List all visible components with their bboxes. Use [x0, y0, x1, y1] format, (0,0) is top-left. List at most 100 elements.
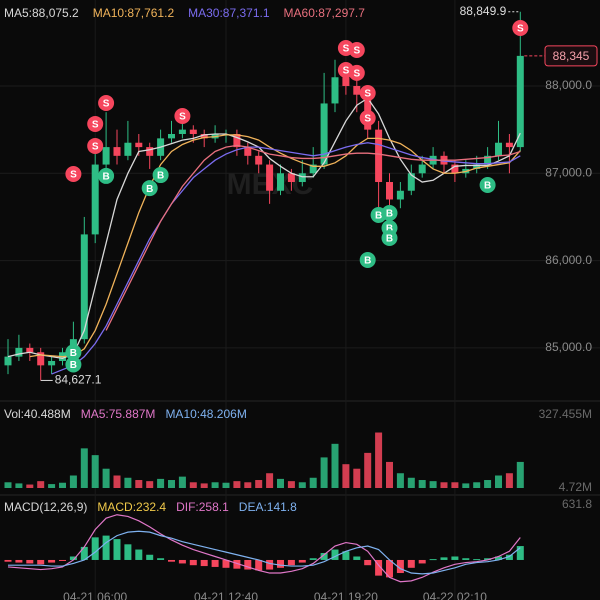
trade-label: S — [92, 142, 99, 153]
macd-bar — [309, 558, 317, 560]
candle-body — [418, 164, 426, 174]
volume-bar — [59, 482, 66, 488]
macd-bar — [255, 559, 263, 571]
x-tick-label: 04-21 06:00 — [63, 590, 127, 600]
macd-bar — [37, 559, 45, 565]
volume-bar — [135, 480, 143, 488]
volume-bar — [396, 473, 404, 488]
candle-body — [451, 164, 459, 174]
macd-bar — [200, 559, 208, 567]
macd-bar — [473, 559, 481, 561]
volume-bar — [451, 482, 459, 488]
macd-bar — [375, 559, 383, 576]
candle-body — [495, 142, 502, 156]
x-tick-label: 04-22 02:10 — [423, 590, 487, 600]
y-tick-label: 86,000.0 — [545, 253, 592, 267]
macd-bar — [26, 559, 34, 564]
macd-bar — [320, 553, 328, 560]
macd-bar — [429, 559, 437, 561]
legend-item: MACD:232.4 — [97, 500, 166, 514]
volume-bar — [287, 481, 295, 488]
volume-bar — [255, 480, 263, 488]
volume-bar — [48, 484, 56, 488]
trade-label: B — [386, 209, 393, 220]
macd-bar — [505, 554, 513, 560]
macd-bar — [189, 559, 197, 566]
low-label: 84,627.1 — [55, 373, 102, 387]
volume-bar — [505, 473, 513, 488]
candle-body — [233, 134, 241, 148]
candle-body — [80, 234, 88, 340]
candle-body — [48, 360, 56, 366]
macd-bar — [440, 557, 448, 560]
macd-bar — [135, 549, 143, 560]
trade-label: S — [70, 170, 77, 181]
candle-body — [178, 129, 186, 135]
candle-body — [407, 173, 415, 191]
trade-label: S — [92, 120, 99, 131]
volume-bar — [353, 468, 361, 488]
macd-bar — [407, 559, 415, 568]
trade-label: S — [364, 89, 371, 100]
macd-bar — [4, 559, 12, 562]
y-tick-label: 87,000.0 — [545, 165, 592, 179]
volume-bar — [364, 452, 372, 488]
trade-label: B — [102, 172, 109, 183]
volume-bar — [473, 482, 481, 488]
volume-bar — [266, 473, 274, 488]
trade-marker — [381, 229, 398, 246]
macd-bar — [91, 537, 99, 560]
candle-body — [37, 352, 45, 366]
candle-body — [396, 190, 404, 200]
macd-bar — [266, 559, 274, 570]
volume-bar — [331, 443, 339, 488]
legend-item: MA60:87,297.7 — [284, 6, 366, 20]
trade-marker — [65, 165, 82, 182]
trade-label: S — [517, 24, 524, 35]
trade-label: B — [70, 348, 77, 359]
volume-bar — [429, 481, 437, 488]
volume-bar — [69, 475, 77, 488]
volume-bar — [418, 480, 426, 488]
volume-bar — [222, 482, 230, 488]
y-tick-label: 88,000.0 — [545, 78, 592, 92]
macd-bar — [331, 549, 339, 560]
volume-bar — [277, 478, 284, 488]
macd-bar — [146, 554, 154, 560]
volume-bar — [342, 464, 350, 488]
trade-marker — [152, 167, 169, 184]
trade-label: B — [375, 211, 382, 222]
volume-tick-label: 4.72M — [559, 480, 592, 494]
volume-bar — [244, 482, 252, 488]
legend-item: Vol:40.488M — [4, 407, 71, 421]
candle-body — [146, 147, 154, 156]
legend-item: MACD(12,26,9) — [4, 500, 87, 514]
trade-label: S — [179, 112, 186, 123]
macd-bar — [364, 559, 372, 566]
trade-marker — [348, 64, 365, 81]
macd-bar — [233, 559, 241, 569]
macd-bar — [484, 558, 492, 560]
volume-bar — [26, 484, 34, 488]
volume-tick-label: 327.455M — [539, 407, 592, 421]
volume-bar — [375, 432, 383, 488]
volume-bar — [407, 477, 415, 488]
candle-body — [375, 129, 383, 183]
trade-marker — [87, 115, 104, 132]
candle-body — [4, 356, 12, 366]
x-tick-label: 04-21 19:20 — [314, 590, 378, 600]
trade-marker — [359, 251, 376, 268]
trade-label: S — [343, 44, 350, 55]
volume-bar — [320, 457, 328, 488]
trade-marker — [174, 108, 191, 125]
candle-body — [168, 134, 175, 139]
trade-marker — [98, 95, 115, 112]
volume-bar — [113, 475, 121, 488]
volume-bar — [80, 448, 88, 488]
legend-item: MA5:75.887M — [81, 407, 156, 421]
candle-body — [200, 134, 208, 139]
macd-bar — [102, 535, 110, 560]
volume-bar — [124, 477, 132, 488]
